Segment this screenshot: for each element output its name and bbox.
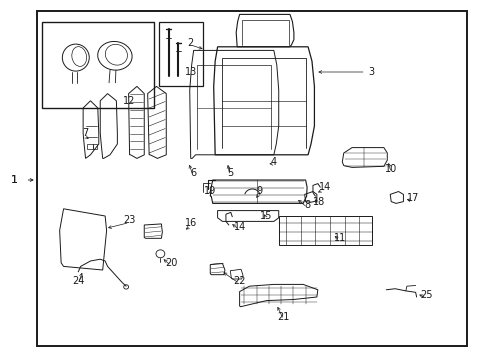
Text: 14: 14 (318, 182, 331, 192)
Text: 19: 19 (203, 186, 216, 196)
Bar (93, 144, 97, 149)
Text: 13: 13 (184, 67, 197, 77)
Text: 1: 1 (11, 175, 18, 185)
Text: 1: 1 (11, 175, 18, 185)
Text: 11: 11 (333, 233, 346, 243)
Text: 4: 4 (270, 157, 276, 167)
Bar (87, 144, 93, 149)
Bar (41, 22, 154, 108)
Text: 18: 18 (312, 197, 325, 207)
Text: 10: 10 (384, 164, 397, 174)
Text: 20: 20 (164, 258, 177, 268)
Text: 12: 12 (123, 96, 136, 106)
Bar (159, 22, 203, 86)
Text: 3: 3 (368, 67, 374, 77)
Text: 9: 9 (256, 186, 262, 196)
Text: 14: 14 (233, 222, 245, 232)
Text: 17: 17 (406, 193, 419, 203)
Text: 22: 22 (233, 276, 245, 286)
Text: 25: 25 (419, 290, 432, 300)
Text: 6: 6 (190, 168, 196, 178)
Text: 5: 5 (226, 168, 232, 178)
Text: 8: 8 (304, 200, 309, 210)
Bar (37, 11, 466, 346)
Text: 24: 24 (72, 276, 84, 286)
Text: 16: 16 (184, 218, 197, 228)
Text: 2: 2 (187, 38, 193, 48)
Text: 7: 7 (82, 128, 88, 138)
Text: 21: 21 (277, 312, 289, 322)
Text: 23: 23 (123, 215, 136, 225)
Text: 15: 15 (260, 211, 272, 221)
